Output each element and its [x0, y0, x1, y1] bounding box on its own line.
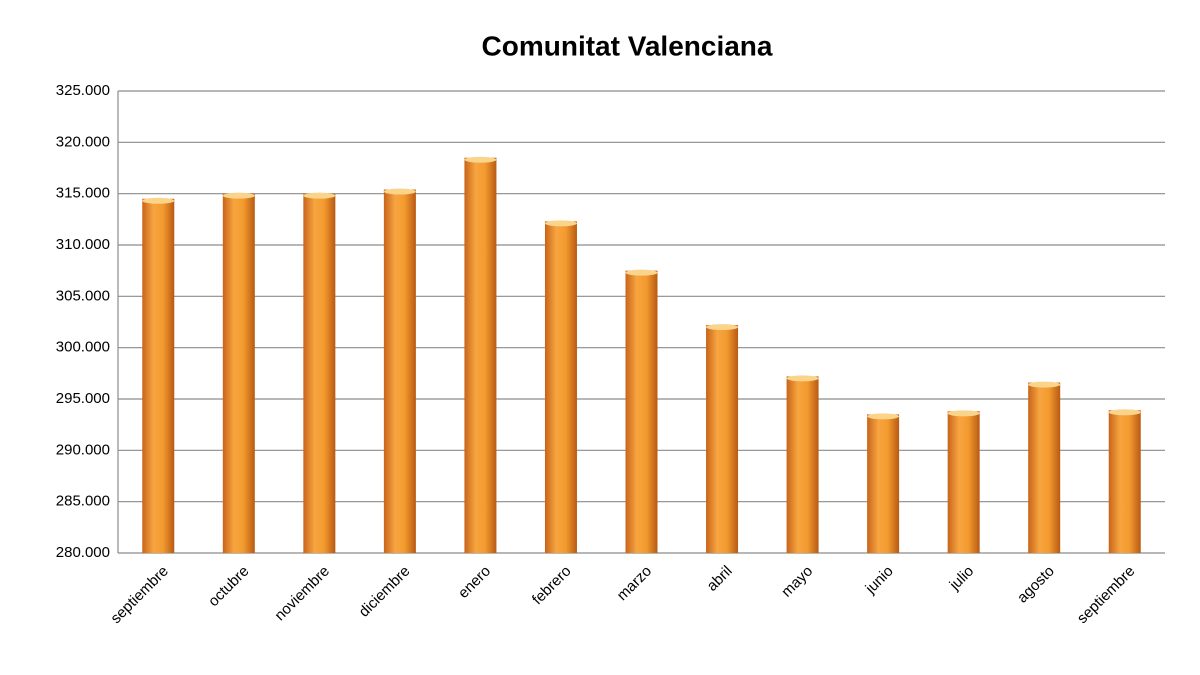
- bar: [303, 193, 336, 553]
- bar-cap: [625, 269, 658, 276]
- bar: [947, 411, 980, 553]
- bar: [464, 157, 497, 553]
- x-tick-label: enero: [455, 563, 494, 602]
- y-tick-label: 285.000: [56, 493, 110, 510]
- y-tick-label: 295.000: [56, 390, 110, 407]
- bar-cap: [222, 192, 255, 199]
- y-tick-label: 310.000: [56, 236, 110, 253]
- x-tick-label: julio: [946, 563, 978, 595]
- x-tick-label: abril: [704, 563, 736, 595]
- x-tick-label: septiembre: [1074, 563, 1138, 627]
- bar-cap: [383, 188, 416, 195]
- bar-cap: [786, 375, 819, 382]
- bar: [142, 198, 175, 554]
- bar: [544, 221, 577, 554]
- bar: [706, 325, 739, 553]
- y-tick-label: 325.000: [56, 82, 110, 99]
- bar-cap: [303, 192, 336, 199]
- bar: [383, 189, 416, 553]
- bar-cap: [464, 156, 497, 163]
- y-tick-label: 305.000: [56, 287, 110, 304]
- x-tick-label: marzo: [614, 563, 655, 604]
- x-tick-label: febrero: [529, 563, 575, 609]
- bar-cap: [706, 324, 739, 331]
- x-tick-label: diciembre: [356, 563, 414, 621]
- y-tick-label: 300.000: [56, 339, 110, 356]
- bar-cap: [867, 413, 900, 420]
- x-tick-label: septiembre: [107, 563, 171, 627]
- bar-cap: [1108, 409, 1141, 416]
- y-tick-label: 315.000: [56, 185, 110, 202]
- x-tick-label: octubre: [205, 563, 252, 610]
- bar: [786, 376, 819, 553]
- x-tick-label: junio: [862, 563, 897, 598]
- x-tick-label: noviembre: [271, 563, 333, 625]
- bar-cap: [1028, 381, 1061, 388]
- bar-cap: [544, 220, 577, 227]
- bar: [1028, 382, 1061, 553]
- bar: [867, 414, 900, 553]
- y-tick-label: 280.000: [56, 544, 110, 561]
- bar: [222, 193, 255, 553]
- x-tick-label: mayo: [778, 563, 816, 601]
- bar: [625, 270, 658, 553]
- bar-cap: [142, 197, 175, 204]
- bar-cap: [947, 410, 980, 417]
- y-tick-label: 320.000: [56, 133, 110, 150]
- x-tick-label: agosto: [1014, 563, 1058, 607]
- bar: [1108, 410, 1141, 553]
- chart-title: Comunitat Valenciana: [482, 30, 773, 61]
- y-tick-label: 290.000: [56, 441, 110, 458]
